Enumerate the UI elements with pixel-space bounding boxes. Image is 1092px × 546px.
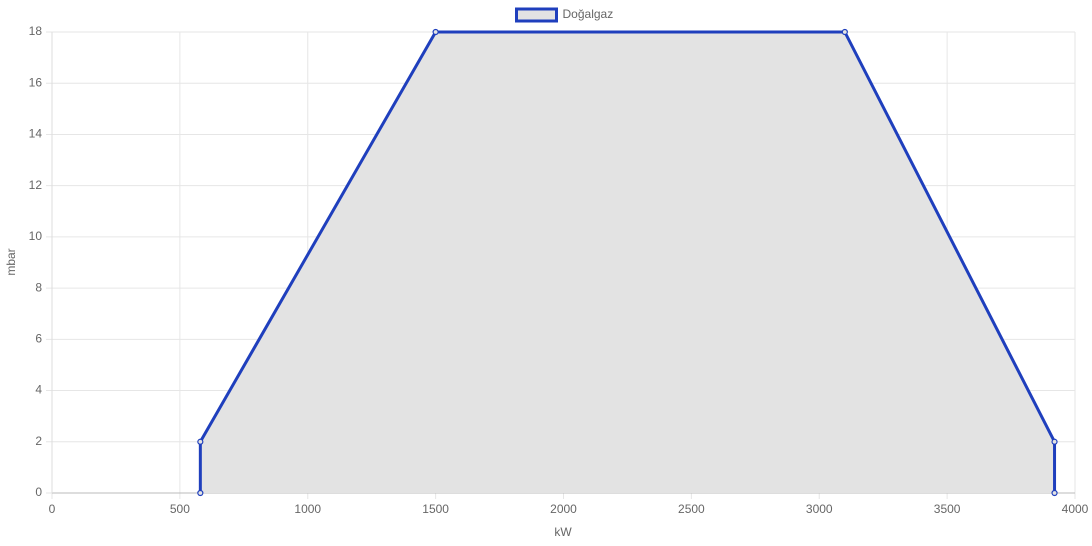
x-tick-label: 3500 [934,502,961,516]
y-axis-title: mbar [4,248,18,275]
x-tick-label: 0 [49,502,56,516]
x-tick-label: 1500 [422,502,449,516]
point [1051,489,1058,497]
y-tick-label: 12 [29,178,43,192]
point [197,489,204,497]
area [200,32,1055,493]
point [197,438,204,445]
x-tick-label: 1000 [294,502,321,516]
y-tick-label: 10 [29,229,43,243]
y-tick-label: 2 [35,434,42,448]
line [198,30,1057,493]
point [1051,438,1058,445]
x-tick-label: 2000 [550,502,577,516]
x-tick-label: 2500 [678,502,705,516]
x-tick-label: 500 [170,502,190,516]
legend-label: Doğalgaz [563,7,614,21]
y-tick-label: 4 [35,383,42,397]
x-tick-label: 3000 [806,502,833,516]
y-tick-label: 18 [29,24,43,38]
y-tick-label: 14 [29,127,43,141]
legend-swatch [515,7,558,23]
y-tick-label: 0 [35,485,42,499]
point [841,28,848,36]
y-tick-label: 16 [29,75,43,89]
y-tick-label: 6 [35,332,42,346]
x-tick-label: 4000 [1062,502,1089,516]
point [432,28,439,36]
x-axis-title: kW [554,525,572,539]
y-tick-label: 8 [35,280,42,294]
